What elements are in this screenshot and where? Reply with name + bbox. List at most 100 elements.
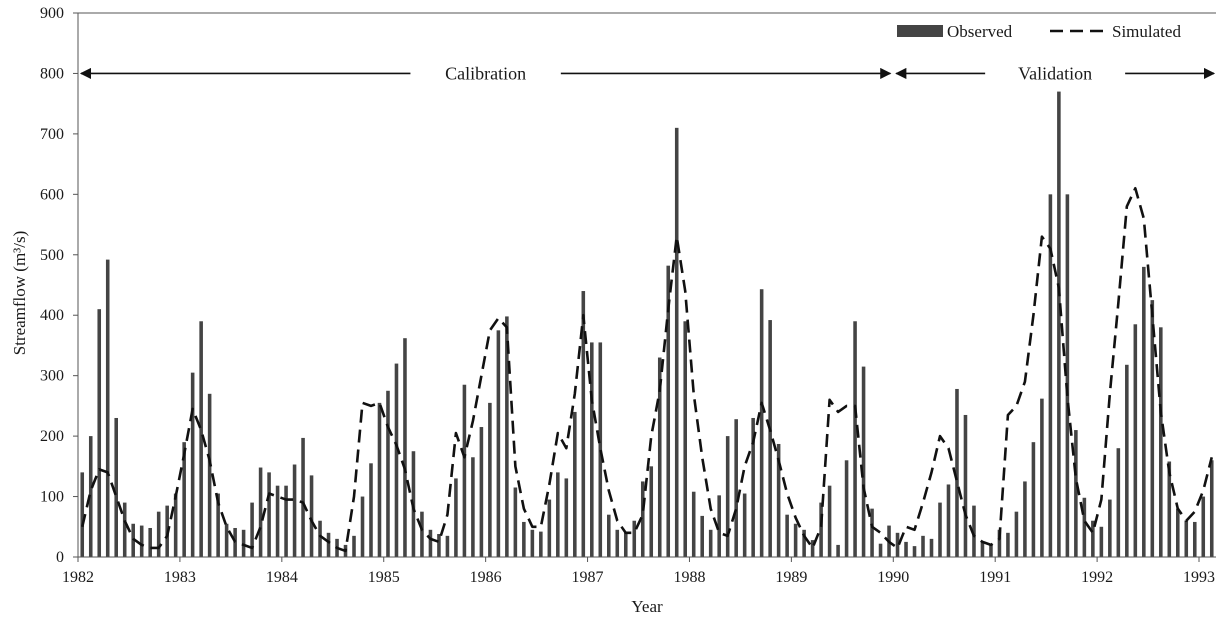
observed-bar	[759, 289, 764, 557]
observed-bar	[657, 357, 662, 557]
observed-bar	[394, 363, 399, 557]
y-tick-label: 700	[40, 126, 64, 143]
observed-bar	[861, 366, 866, 557]
observed-bar	[1142, 266, 1146, 557]
observed-bar	[963, 414, 968, 557]
legend-observed-label: Observed	[947, 22, 1013, 41]
x-tick-label: 1993	[1183, 569, 1215, 586]
legend-observed-swatch	[897, 25, 943, 37]
observed-bar	[318, 520, 322, 557]
observed-bar	[1082, 497, 1087, 557]
observed-bar	[199, 321, 203, 557]
observed-bar	[827, 485, 832, 557]
observed-bar	[912, 546, 917, 557]
y-tick-label: 0	[56, 549, 64, 566]
y-tick-label: 600	[40, 186, 64, 203]
observed-bar	[700, 515, 704, 557]
observed-bar	[539, 531, 543, 557]
observed-bar	[233, 527, 237, 557]
observed-bar	[674, 127, 679, 557]
observed-bar	[972, 505, 976, 557]
x-tick-label: 1989	[775, 569, 807, 586]
observed-bar	[1006, 532, 1010, 557]
x-tick-label: 1990	[877, 569, 909, 586]
observed-bar	[148, 527, 152, 557]
observed-bar	[785, 514, 789, 557]
x-tick-label: 1991	[979, 569, 1011, 586]
observed-bar	[742, 493, 747, 557]
observed-bar	[454, 478, 458, 557]
observed-bar	[556, 472, 560, 557]
y-tick-label: 500	[40, 247, 64, 264]
observed-bars	[80, 91, 1214, 557]
observed-bar	[530, 529, 535, 557]
observed-bar	[904, 541, 908, 557]
observed-bar	[284, 485, 288, 557]
observed-bar	[1014, 511, 1019, 557]
observed-bar	[156, 511, 161, 557]
x-tick-label: 1982	[62, 569, 94, 586]
observed-bar	[1099, 526, 1104, 557]
observed-bar	[496, 330, 501, 557]
period-annotations: Calibration Validation	[79, 63, 1216, 83]
observed-bar	[182, 442, 186, 557]
observed-bar	[88, 436, 93, 557]
observed-bar	[1057, 91, 1061, 557]
observed-bar	[1184, 520, 1189, 557]
observed-bar	[352, 535, 356, 557]
observed-bar	[691, 491, 696, 557]
observed-bar	[1167, 461, 1172, 557]
observed-bar	[564, 478, 569, 557]
observed-bar	[522, 521, 526, 557]
observed-bar	[1150, 300, 1155, 557]
observed-bar	[267, 472, 271, 557]
observed-bar	[573, 411, 577, 557]
observed-bar	[929, 538, 934, 557]
observed-bar	[326, 532, 331, 557]
simulated-line-layer	[80, 186, 1214, 553]
observed-bar	[309, 475, 314, 557]
observed-bar	[445, 535, 450, 557]
observed-bar	[590, 342, 594, 557]
observed-bar	[547, 499, 552, 557]
x-tick-label: 1986	[470, 569, 502, 586]
observed-bar	[1091, 520, 1095, 557]
observed-bar	[810, 540, 815, 557]
observed-bar	[768, 320, 772, 557]
observed-bar	[989, 544, 993, 557]
observed-bar	[793, 523, 798, 557]
period-label: Validation	[1018, 63, 1092, 83]
legend: Observed Simulated	[897, 22, 1181, 41]
observed-bar	[250, 502, 254, 557]
observed-bar	[122, 502, 127, 557]
observed-bar	[640, 481, 645, 557]
observed-bar	[471, 457, 475, 557]
observed-bar	[980, 541, 985, 557]
observed-bar	[1125, 364, 1129, 557]
observed-bar	[292, 464, 297, 557]
observed-bar	[997, 529, 1002, 557]
observed-bar	[955, 388, 959, 557]
observed-bar	[488, 402, 492, 557]
observed-bar	[717, 495, 721, 557]
observed-bar	[1108, 499, 1112, 557]
legend-simulated-label: Simulated	[1112, 22, 1181, 41]
observed-bar	[403, 338, 407, 557]
observed-bar	[1040, 398, 1044, 557]
observed-bar	[105, 259, 110, 557]
observed-bar	[1192, 521, 1197, 557]
observed-bar	[360, 496, 365, 557]
y-tick-label: 900	[40, 5, 64, 22]
observed-bar	[386, 390, 390, 557]
axes: 0 100 200 300 400 500 600 700 800 900 1982 1983 1984…	[10, 5, 1216, 616]
x-axis-title: Year	[631, 597, 663, 616]
y-tick-label: 400	[40, 307, 64, 324]
observed-bar	[173, 493, 178, 557]
observed-bar	[946, 484, 951, 557]
observed-bar	[301, 437, 305, 557]
observed-bar	[1031, 442, 1036, 557]
period-label: Calibration	[445, 63, 526, 83]
observed-bar	[607, 514, 611, 557]
x-tick-label: 1984	[266, 569, 298, 586]
